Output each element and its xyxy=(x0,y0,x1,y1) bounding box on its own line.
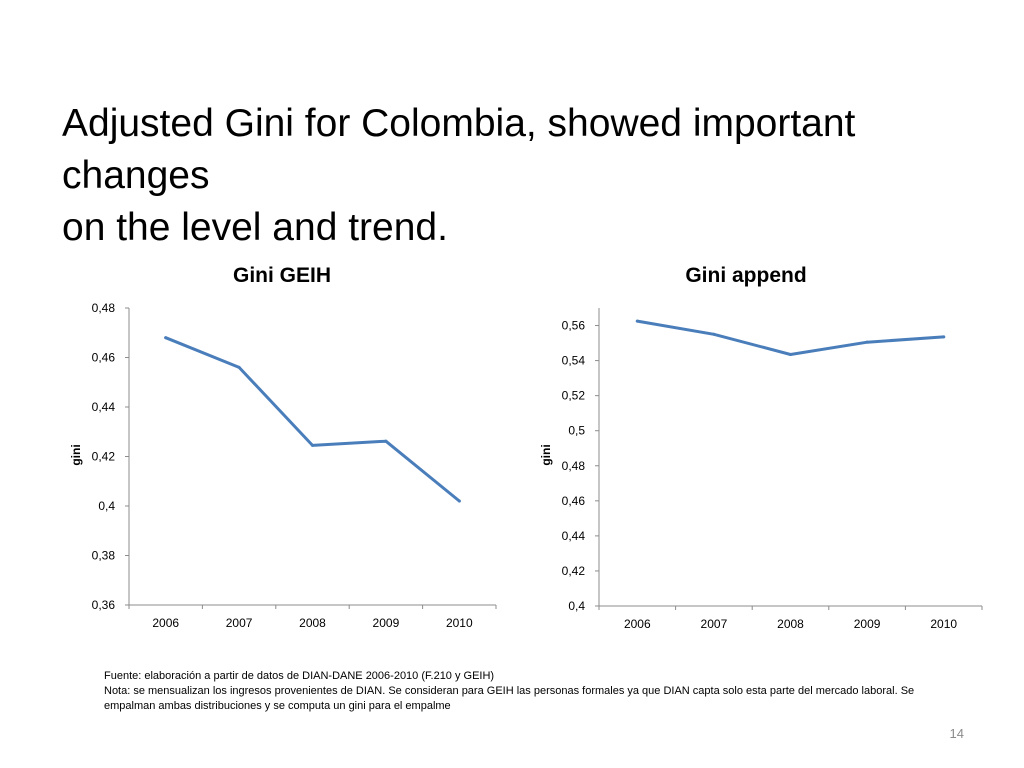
data-point xyxy=(457,499,461,503)
note-line-2: empalman ambas distribuciones y se compu… xyxy=(104,700,451,712)
chart-title: Gini GEIH xyxy=(233,264,331,287)
x-tick-label: 2010 xyxy=(930,617,957,631)
y-tick-label: 0,56 xyxy=(562,319,586,333)
data-point xyxy=(789,352,792,356)
x-tick-label: 2009 xyxy=(854,617,881,631)
y-tick-label: 0,38 xyxy=(92,549,116,563)
slide-title-line-2: on the level and trend. xyxy=(62,206,448,249)
y-tick-label: 0,46 xyxy=(562,494,586,508)
data-point xyxy=(942,335,946,339)
slide-title: Adjusted Gini for Colombia, showed impor… xyxy=(62,98,992,254)
x-tick-label: 2008 xyxy=(299,616,326,630)
y-tick-label: 0,48 xyxy=(562,459,586,473)
data-point xyxy=(164,336,168,340)
x-tick-label: 2008 xyxy=(777,617,804,631)
data-point xyxy=(237,365,241,369)
x-tick-label: 2007 xyxy=(226,616,253,630)
y-tick-label: 0,52 xyxy=(562,389,586,403)
x-tick-label: 2009 xyxy=(373,616,400,630)
y-tick-label: 0,4 xyxy=(568,599,585,613)
y-tick-label: 0,42 xyxy=(562,564,586,578)
note-line-1: Nota: se mensualizan los ingresos proven… xyxy=(104,685,915,697)
y-tick-label: 0,5 xyxy=(568,424,585,438)
y-tick-label: 0,46 xyxy=(92,351,116,365)
x-tick-label: 2006 xyxy=(624,617,651,631)
data-point xyxy=(712,332,716,336)
y-tick-label: 0,42 xyxy=(92,450,116,464)
chart-title: Gini append xyxy=(685,264,806,287)
x-tick-label: 2006 xyxy=(152,616,179,630)
series-line xyxy=(635,319,946,356)
source-note: Fuente: elaboración a partir de datos de… xyxy=(104,670,495,682)
y-tick-label: 0,44 xyxy=(562,529,586,543)
slide-title-line-1: Adjusted Gini for Colombia, showed impor… xyxy=(62,102,856,197)
y-axis-label: gini xyxy=(69,444,83,465)
y-axis-label: gini xyxy=(539,444,553,465)
data-point xyxy=(311,443,314,447)
y-tick-label: 0,48 xyxy=(92,301,116,315)
y-tick-label: 0,4 xyxy=(98,499,115,513)
y-tick-label: 0,36 xyxy=(92,598,116,612)
y-tick-label: 0,44 xyxy=(92,400,116,414)
footnote: Fuente: elaboración a partir de datos de… xyxy=(104,669,974,714)
x-tick-label: 2007 xyxy=(701,617,728,631)
data-point xyxy=(865,340,869,344)
chart-gini-append: Gini append 0,4 0,42 0,44 0,46 0,48 0,5 0,52 0,5… xyxy=(539,264,983,631)
series-line xyxy=(164,336,461,503)
x-tick-label: 2010 xyxy=(446,616,473,630)
y-tick-label: 0,54 xyxy=(562,354,586,368)
data-point xyxy=(384,439,388,443)
chart-gini-geih: Gini GEIH 0,36 0,38 0,4 0,42 0,44 0,46 0,48 2006… xyxy=(69,264,497,630)
page-number: 14 xyxy=(949,726,964,741)
data-point xyxy=(635,319,639,323)
